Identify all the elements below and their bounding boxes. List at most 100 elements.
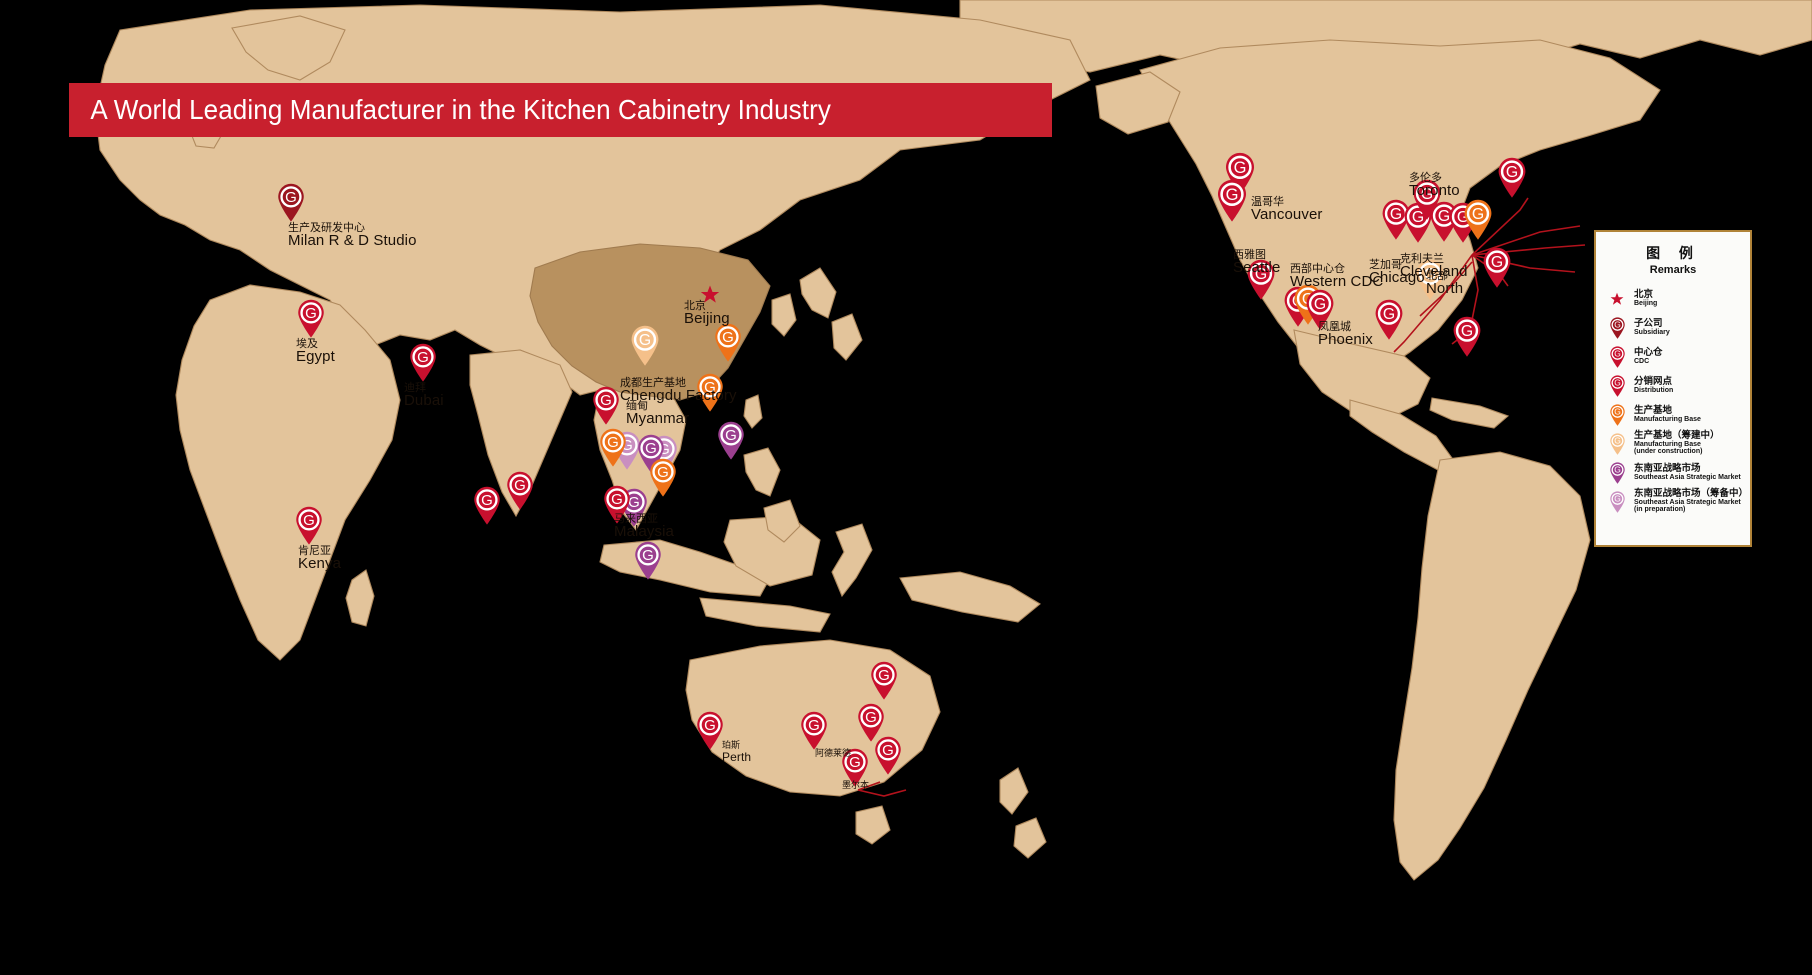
svg-text:G: G <box>849 754 861 771</box>
svg-text:G: G <box>1234 159 1247 177</box>
legend-label-en: CDC <box>1634 357 1650 365</box>
legend-row-7: G 东南亚战略市场 Southeast Asia Strategic Market <box>1596 458 1750 487</box>
legend-row-5: G 生产基地 Manufacturing Base <box>1596 400 1750 429</box>
star-icon <box>1604 292 1630 306</box>
marker-western-cdc[interactable]: G <box>1245 259 1277 300</box>
legend-row-8: G 东南亚战略市场（筹备中） Southeast Asia Strategic M… <box>1596 487 1750 516</box>
marker-perth[interactable]: G <box>695 711 725 750</box>
svg-text:G: G <box>1383 306 1395 323</box>
legend-items: 北京 Beijing G 子公司 Subsidiary G 中心仓 CDC G 分销网… <box>1596 284 1750 516</box>
marker-adelaide[interactable]: G <box>799 711 829 750</box>
marker-sydney[interactable]: G <box>869 661 899 700</box>
marker-myanmar[interactable]: G <box>591 386 621 425</box>
marker-egypt[interactable]: G <box>296 299 326 338</box>
title-banner: A World Leading Manufacturer in the Kitc… <box>69 83 1052 137</box>
legend-title-cn: 图 例 <box>1646 246 1700 262</box>
svg-text:G: G <box>645 440 657 457</box>
svg-text:G: G <box>1314 296 1326 313</box>
marker-guangdong[interactable]: G <box>695 373 725 412</box>
pin-icon: G <box>1604 374 1630 397</box>
marker-seattle[interactable]: G <box>1216 179 1249 222</box>
legend-label-en: Manufacturing Base <box>1634 441 1701 449</box>
legend-label: 分销网点 Distribution <box>1634 376 1674 394</box>
marker-cambodia[interactable]: G <box>648 458 678 497</box>
marker-cleveland-3[interactable]: G <box>1462 199 1494 240</box>
distribution-routes <box>857 197 1586 797</box>
legend-row-3: G 中心仓 CDC <box>1596 342 1750 371</box>
legend-label-en: Subsidiary <box>1634 328 1670 336</box>
marker-melbourne[interactable]: G <box>840 748 870 787</box>
svg-text:G: G <box>865 709 877 726</box>
svg-text:G: G <box>1491 254 1503 271</box>
legend-label-cn: 生产基地（筹建中） <box>1634 430 1720 442</box>
svg-text:G: G <box>882 742 894 759</box>
legend-label-cn: 生产基地 <box>1634 404 1673 416</box>
svg-text:G: G <box>1424 266 1436 283</box>
svg-text:G: G <box>600 392 612 409</box>
legend-label-cn: 北京 <box>1634 288 1654 300</box>
marker-malaysia-2[interactable]: G <box>602 485 632 524</box>
legend-label: 生产基地（筹建中） Manufacturing Base (under constr… <box>1634 431 1720 456</box>
marker-brisbane[interactable]: G <box>873 736 903 775</box>
legend-title-en: Remarks <box>1649 264 1697 276</box>
marker-carolina[interactable]: G <box>1481 247 1513 288</box>
svg-text:G: G <box>658 441 670 458</box>
marker-india-2[interactable]: G <box>472 486 502 525</box>
marker-canberra[interactable]: G <box>856 703 886 742</box>
marker-florida[interactable]: G <box>1451 316 1483 357</box>
svg-text:G: G <box>722 329 734 346</box>
legend-label: 东南亚战略市场（筹备中） Southeast Asia Strategic Mar… <box>1634 489 1748 514</box>
svg-text:G: G <box>514 477 526 494</box>
legend-row-2: G 子公司 Subsidiary <box>1596 313 1750 342</box>
marker-chengdu[interactable]: G <box>629 325 661 366</box>
svg-text:G: G <box>481 492 493 509</box>
svg-text:G: G <box>1614 493 1621 503</box>
marker-newyork[interactable]: G <box>1496 157 1528 198</box>
marker-north[interactable]: G <box>1414 259 1446 300</box>
marker-dubai[interactable]: G <box>408 343 438 382</box>
legend-label: 北京 Beijing <box>1634 288 1657 307</box>
marker-toronto[interactable]: G <box>1411 179 1443 220</box>
marker-vietnam-2[interactable]: G <box>636 434 666 473</box>
pin-icon: G <box>1604 316 1630 339</box>
marker-kenya[interactable]: G <box>294 506 324 545</box>
marker-milan[interactable]: G <box>276 183 306 222</box>
svg-text:G: G <box>1255 266 1267 283</box>
svg-text:G: G <box>1506 164 1518 181</box>
svg-text:G: G <box>1438 208 1450 225</box>
svg-text:G: G <box>657 464 669 481</box>
svg-text:G: G <box>1614 406 1621 416</box>
svg-text:G: G <box>611 491 623 508</box>
legend-row-4: G 分销网点 Distribution <box>1596 371 1750 400</box>
svg-text:G: G <box>704 379 716 396</box>
beijing-star-icon <box>700 285 720 310</box>
svg-text:G: G <box>305 305 317 322</box>
svg-text:G: G <box>1614 464 1621 474</box>
legend-label-cn: 子公司 <box>1634 317 1663 329</box>
svg-text:G: G <box>642 547 654 564</box>
marker-india-1[interactable]: G <box>505 471 535 510</box>
svg-text:G: G <box>1412 209 1424 226</box>
pin-icon: G <box>1604 345 1630 368</box>
pin-icon: G <box>1604 490 1630 513</box>
marker-phoenix-3[interactable]: G <box>1304 289 1336 330</box>
pin-icon: G <box>1604 403 1630 426</box>
marker-vancouver[interactable]: G <box>1224 152 1257 195</box>
marker-indonesia[interactable]: G <box>633 541 663 580</box>
svg-text:G: G <box>1614 319 1621 329</box>
legend-label: 子公司 Subsidiary <box>1634 317 1670 336</box>
svg-text:G: G <box>1461 323 1473 340</box>
svg-text:G: G <box>1390 206 1402 223</box>
legend-label-cn: 东南亚战略市场（筹备中） <box>1634 488 1749 500</box>
marker-thailand-2[interactable]: G <box>598 428 628 467</box>
marker-philippines[interactable]: G <box>716 421 746 460</box>
svg-text:G: G <box>1614 435 1621 445</box>
marker-atlanta[interactable]: G <box>1373 299 1405 340</box>
svg-text:G: G <box>628 494 640 511</box>
svg-text:G: G <box>621 437 633 454</box>
legend-label-en: Distribution <box>1634 386 1674 394</box>
marker-hangzhou[interactable]: G <box>713 323 743 362</box>
legend-row-6: G 生产基地（筹建中） Manufacturing Base (under cons… <box>1596 429 1750 458</box>
svg-text:G: G <box>1472 206 1484 223</box>
